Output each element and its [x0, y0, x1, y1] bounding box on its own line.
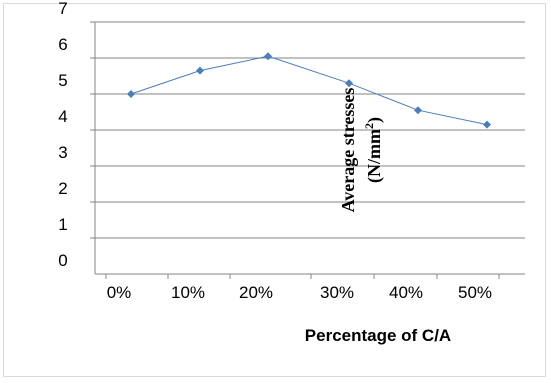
x-axis-label: Percentage of C/A: [305, 326, 451, 345]
y-tick-label: 0: [58, 251, 67, 270]
y-tick-labels: 0 1 2 3 4 5 6 7: [58, 0, 67, 270]
y-axis-label-main: Average stresses: [338, 88, 358, 213]
y-tick-label: 5: [58, 71, 67, 90]
data-point-marker: [196, 66, 204, 75]
axes: [94, 22, 525, 275]
x-tick-labels: 0% 10% 20% 30% 40% 50%: [107, 283, 492, 302]
y-axis-label-unit: (N/mm2): [362, 117, 385, 183]
x-tick-label: 10%: [171, 283, 205, 302]
series-markers: [127, 52, 491, 129]
y-tick-label: 7: [58, 0, 67, 18]
y-tick-label: 3: [58, 143, 67, 162]
gridlines: [90, 21, 525, 279]
x-tick-label: 0%: [107, 283, 132, 302]
x-tick-label: 40%: [389, 283, 423, 302]
data-point-marker: [264, 52, 272, 61]
y-tick-label: 1: [58, 215, 67, 234]
data-point-marker: [483, 120, 491, 129]
x-tick-label: 30%: [320, 283, 354, 302]
x-tick-label: 20%: [239, 283, 273, 302]
y-tick-label: 4: [58, 107, 67, 126]
y-tick-label: 2: [58, 179, 67, 198]
series-line: [130, 55, 488, 126]
y-tick-label: 6: [58, 35, 67, 54]
data-point-marker: [127, 90, 135, 98]
y-axis-label: Average stresses (N/mm2): [338, 88, 385, 213]
data-point-marker: [414, 106, 422, 115]
chart-frame: [3, 3, 546, 377]
data-point-marker: [345, 79, 353, 88]
x-tick-label: 50%: [458, 283, 492, 302]
